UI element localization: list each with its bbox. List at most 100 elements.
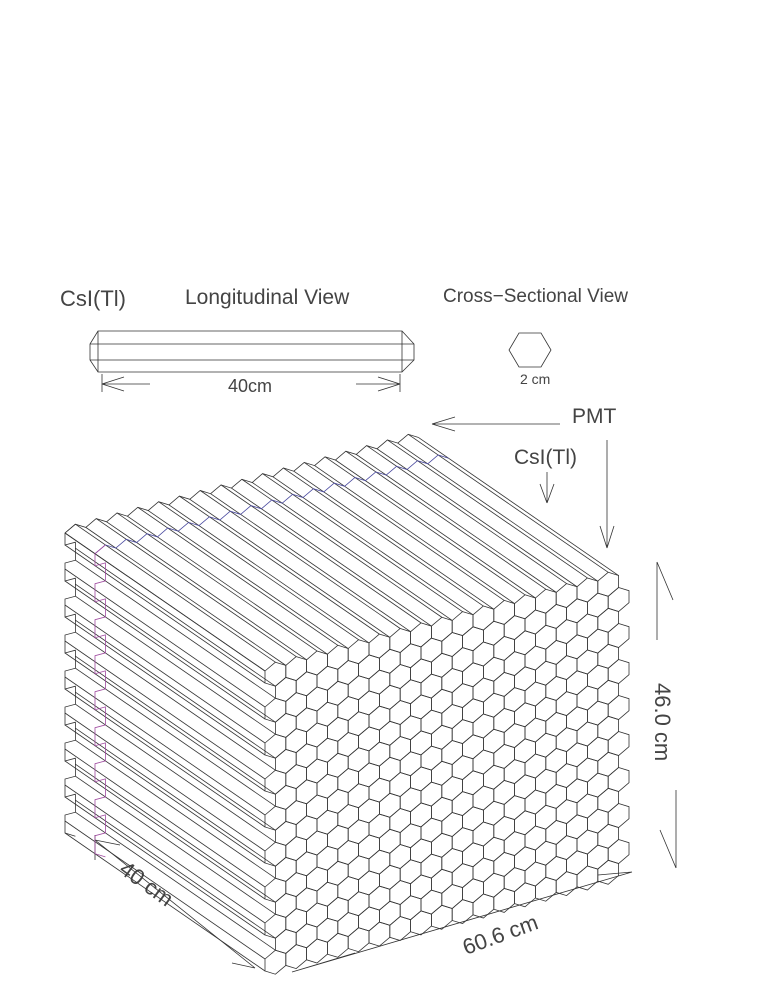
crystal-edge bbox=[199, 490, 401, 629]
crystal-face bbox=[566, 670, 588, 696]
crystal-face bbox=[576, 829, 599, 855]
crystal-face bbox=[316, 665, 339, 691]
crystal-face bbox=[524, 681, 547, 707]
crystal-face bbox=[378, 792, 401, 818]
crystal-face bbox=[441, 848, 464, 873]
crystal-face bbox=[306, 830, 328, 856]
crystal-face bbox=[451, 827, 474, 853]
crystal-face bbox=[597, 643, 619, 669]
crystal-face bbox=[535, 624, 557, 650]
crystal-face bbox=[285, 656, 308, 682]
crystal-face bbox=[493, 671, 515, 697]
crystal-edge bbox=[64, 820, 266, 960]
crystal-edge bbox=[387, 439, 588, 579]
crystal-face bbox=[482, 656, 505, 682]
crystal-face bbox=[358, 798, 380, 824]
crystal-edge bbox=[75, 583, 276, 723]
crystal-face bbox=[493, 599, 515, 625]
crystal-face bbox=[347, 891, 370, 917]
crystal-face bbox=[451, 647, 474, 673]
crystal-face bbox=[576, 685, 599, 711]
crystal-face bbox=[389, 880, 412, 905]
crystal-edge bbox=[147, 510, 349, 649]
crystal-face bbox=[326, 860, 349, 886]
crystal-face bbox=[545, 639, 567, 665]
crystal-face bbox=[451, 719, 474, 745]
crystal-face bbox=[607, 803, 630, 828]
crystal-face bbox=[316, 773, 339, 799]
crystal-face bbox=[566, 778, 588, 804]
crystal-face bbox=[587, 628, 609, 654]
crystal-edge bbox=[75, 523, 276, 663]
crystal-face bbox=[274, 784, 297, 810]
crystal-face bbox=[566, 814, 588, 840]
crystal-face bbox=[430, 688, 453, 714]
longitudinal-view-label: Longitudinal View bbox=[185, 286, 350, 309]
crystal-face bbox=[514, 738, 536, 764]
crystal-face bbox=[482, 836, 505, 862]
crystal-face bbox=[285, 836, 308, 862]
crystal-face bbox=[462, 842, 484, 868]
crystal-face bbox=[399, 643, 422, 669]
crystal-face bbox=[576, 613, 599, 639]
crystal-face bbox=[493, 743, 515, 769]
crystal-face bbox=[358, 906, 380, 932]
crystal-face bbox=[524, 717, 547, 743]
crystal-face bbox=[337, 876, 360, 901]
crystal-face bbox=[274, 856, 297, 882]
crystal-edge bbox=[64, 724, 266, 864]
crystal-edge bbox=[64, 616, 266, 756]
crystal-face bbox=[410, 910, 432, 936]
crystal-face bbox=[347, 855, 370, 881]
crystal-edge bbox=[418, 437, 619, 576]
crystal-face bbox=[264, 661, 287, 687]
crystal-face bbox=[378, 684, 401, 710]
crystal-face bbox=[378, 864, 401, 890]
crystal-face bbox=[472, 605, 495, 631]
crystal-face bbox=[274, 928, 297, 954]
crystal-face bbox=[451, 791, 474, 817]
crystal-face bbox=[545, 603, 567, 629]
crystal-face bbox=[326, 788, 349, 814]
crystal-face bbox=[503, 795, 526, 821]
crystal-edge bbox=[95, 518, 297, 657]
crystal-length-label: 40cm bbox=[228, 376, 272, 396]
crystal-face bbox=[566, 598, 588, 624]
crystal-face bbox=[378, 648, 401, 674]
crystal-face bbox=[295, 887, 318, 913]
crystal-face bbox=[306, 938, 328, 964]
crystal-face bbox=[524, 609, 547, 635]
crystal-face bbox=[566, 742, 588, 768]
crystal-face bbox=[264, 877, 287, 903]
crystal-edge bbox=[179, 495, 380, 635]
crystal-face bbox=[430, 616, 453, 642]
crystal-face bbox=[368, 741, 391, 767]
crystal-face bbox=[503, 615, 526, 641]
crystal-face bbox=[597, 571, 619, 597]
crystal-face bbox=[410, 730, 432, 756]
crystal-face bbox=[316, 737, 339, 763]
crystal-face bbox=[493, 851, 515, 877]
crystal-face bbox=[503, 867, 526, 893]
crystal-face bbox=[545, 819, 567, 845]
crystal-face bbox=[358, 870, 380, 896]
crystal-face bbox=[493, 707, 515, 733]
crystal-face bbox=[587, 808, 609, 834]
crystal-edge bbox=[168, 504, 370, 644]
crystal-edge bbox=[137, 507, 339, 646]
crystal-face bbox=[337, 804, 360, 829]
crystal-face bbox=[566, 706, 588, 732]
crystal-face bbox=[306, 866, 328, 892]
crystal-face bbox=[587, 736, 609, 762]
crystal-face bbox=[326, 932, 349, 958]
crystal-face bbox=[566, 850, 588, 876]
crystal-face bbox=[430, 724, 453, 750]
crystal-face bbox=[264, 733, 287, 759]
crystal-face bbox=[399, 679, 422, 705]
crystal-edge bbox=[272, 476, 474, 616]
crystal-face bbox=[535, 588, 557, 614]
crystal-face bbox=[462, 878, 484, 904]
crystal-face bbox=[274, 676, 297, 702]
crystal-face bbox=[597, 715, 619, 741]
crystal-face bbox=[410, 874, 432, 900]
